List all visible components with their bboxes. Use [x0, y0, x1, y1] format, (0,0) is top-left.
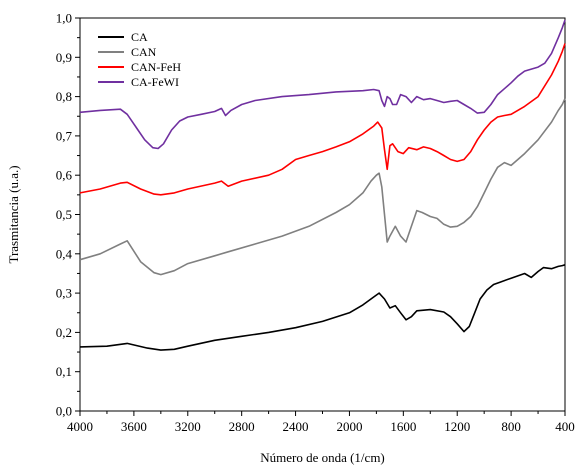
y-tick-label: 0,3	[56, 286, 72, 301]
x-tick-label: 2000	[336, 419, 362, 434]
y-axis-ticks: 0,0 0,1 0,2 0,3 0,4 0,5 0,6 0,7 0,8 0,9 1,0	[56, 11, 80, 419]
x-tick-label: 2800	[229, 419, 255, 434]
series-line-can	[79, 98, 566, 276]
y-tick-label: 0,9	[56, 50, 72, 65]
x-tick-label: 4000	[67, 419, 93, 434]
y-tick-label: 0,8	[56, 89, 72, 104]
x-axis-title: Número de onda (1/cm)	[260, 450, 385, 465]
legend-label-ca: CA	[131, 30, 148, 44]
y-tick-label: 0,5	[56, 207, 72, 222]
x-tick-label: 1200	[444, 419, 470, 434]
x-axis-ticks: 4000 3600 3200 2800 2400 2000 1600 1200 800 400	[67, 411, 575, 434]
y-tick-label: 0,6	[56, 168, 73, 183]
y-tick-label: 0,0	[56, 404, 72, 419]
legend-label-can-feh: CAN-FeH	[131, 60, 181, 74]
y-tick-label: 0,7	[56, 128, 73, 143]
series-layer	[79, 19, 566, 351]
y-tick-label: 0,1	[56, 364, 72, 379]
series-line-can-feh	[79, 43, 566, 196]
y-axis-title: Trasmitancia (u.a.)	[6, 165, 21, 263]
legend-label-ca-fewi: CA-FeWI	[131, 75, 179, 89]
x-tick-label: 400	[555, 419, 575, 434]
series-line-ca	[79, 264, 566, 351]
x-tick-label: 3200	[175, 419, 201, 434]
y-tick-label: 1,0	[56, 11, 72, 26]
y-tick-label: 0,2	[56, 325, 72, 340]
x-tick-label: 800	[501, 419, 521, 434]
x-tick-label: 3600	[121, 419, 147, 434]
y-tick-label: 0,4	[56, 246, 73, 261]
legend-label-can: CAN	[131, 45, 157, 59]
x-tick-label: 2400	[283, 419, 309, 434]
series-line-ca-fewi	[79, 19, 566, 150]
x-tick-label: 1600	[390, 419, 416, 434]
